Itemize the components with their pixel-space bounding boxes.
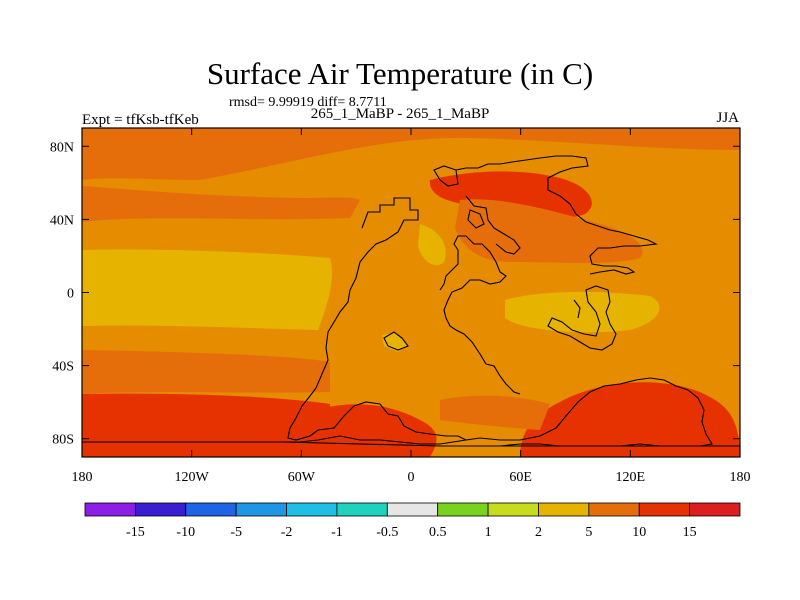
colorbar-swatch <box>386 502 439 517</box>
colorbar-swatch <box>588 502 640 517</box>
colorbar-swatch <box>538 502 590 517</box>
coastline-arctic-islands <box>433 165 485 229</box>
x-tick-label: 180 <box>730 470 751 485</box>
field-region-asia-hot <box>429 171 592 218</box>
colorbar-swatch <box>437 502 489 517</box>
field-region-arctic-warm <box>82 186 360 222</box>
field-region-antarctic-east-hot <box>520 382 740 457</box>
colorbar-label: 15 <box>683 525 697 540</box>
y-tick-label: 80N <box>50 140 74 155</box>
colorbar-swatch <box>134 502 187 517</box>
coastline-australia <box>573 299 581 319</box>
coastline-small-island <box>383 331 409 351</box>
experiment-label: Expt = tfKsb-tfKeb <box>82 112 199 128</box>
y-tick-label: 80S <box>52 433 74 448</box>
coastline-southeast-asia <box>547 285 617 351</box>
colorbar-swatch <box>689 502 741 517</box>
stats-line: rmsd= 9.99919 diff= 8.7711 <box>229 95 387 110</box>
season-label: JJA <box>716 110 739 126</box>
chart-title: Surface Air Temperature (in C) <box>206 56 594 91</box>
x-tick-label: 120E <box>616 470 646 485</box>
temperature-field <box>82 128 740 457</box>
y-axis: 80N 40N 0 40S 80S <box>50 140 740 448</box>
y-tick-label: 40N <box>50 213 74 228</box>
colorbar-label: 1 <box>485 525 492 540</box>
colorbar-label: -5 <box>230 525 242 540</box>
field-region-antarctic-hot <box>290 404 437 457</box>
colorbar-swatch <box>487 502 539 517</box>
coastline-south-pole <box>82 441 740 447</box>
y-tick-label: 40S <box>52 360 74 375</box>
x-tick-label: 0 <box>408 470 415 485</box>
coastline-americas <box>284 197 468 445</box>
coastline-antarctica <box>440 377 713 447</box>
coastlines <box>82 155 740 447</box>
colorbar-label: -15 <box>126 525 145 540</box>
field-region-atlantic-band <box>418 224 446 266</box>
colorbar-label: 10 <box>632 525 646 540</box>
x-tick-label: 120W <box>175 470 210 485</box>
colorbar-label: 0.5 <box>429 525 447 540</box>
colorbar-swatch <box>638 502 691 517</box>
x-tick-label: 60E <box>509 470 532 485</box>
colorbar-label: -10 <box>176 525 195 540</box>
field-region-asia-warm <box>455 199 643 263</box>
field-region-africa-small <box>382 333 408 352</box>
colorbar-swatch <box>185 502 237 517</box>
colorbar: -15 -10 -5 -2 -1 -0.5 0.5 1 2 5 10 15 <box>84 502 741 540</box>
x-axis: 180 120W 60W 0 60E 120E 180 <box>72 128 751 485</box>
colorbar-label: 2 <box>535 525 542 540</box>
field-region-south-hot <box>82 393 330 457</box>
colorbar-swatch <box>336 502 388 517</box>
coastline-eurasia-africa <box>439 235 521 395</box>
x-tick-label: 60W <box>288 470 316 485</box>
field-region-north-warm <box>82 128 740 180</box>
y-tick-label: 0 <box>67 287 74 302</box>
field-region-antarctic-warm <box>440 395 550 430</box>
colorbar-label: -2 <box>281 525 293 540</box>
colorbar-label: 5 <box>585 525 592 540</box>
field-region-south-warm <box>82 350 330 394</box>
field-region-indian-ocean <box>505 291 660 333</box>
coastline-asia-north <box>455 155 658 275</box>
colorbar-label: -1 <box>331 525 343 540</box>
coastline-europe <box>465 195 521 255</box>
field-region-tropical-pacific <box>82 249 332 330</box>
x-tick-label: 180 <box>72 470 93 485</box>
colorbar-swatch <box>84 502 136 517</box>
colorbar-swatch <box>235 502 287 517</box>
colorbar-label: -0.5 <box>376 525 398 540</box>
chart-subtitle: 265_1_MaBP - 265_1_MaBP <box>310 106 490 122</box>
colorbar-swatch <box>286 502 338 517</box>
